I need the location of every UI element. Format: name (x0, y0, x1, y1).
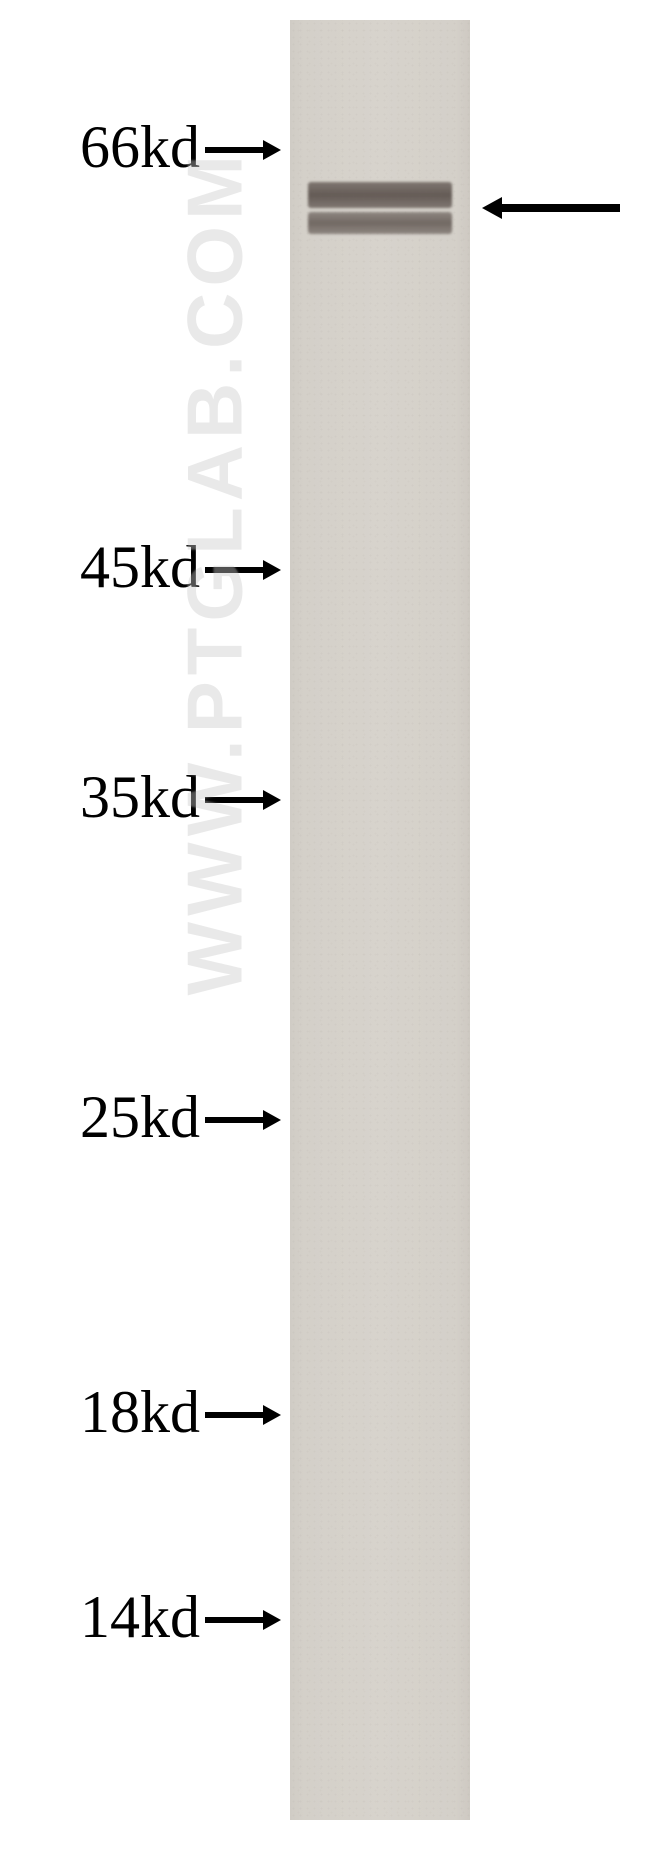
mw-arrow-66kd (205, 147, 265, 153)
mw-arrow-14kd (205, 1617, 265, 1623)
protein-band-lower (308, 212, 452, 234)
band-indicator-arrow (500, 204, 620, 212)
mw-arrow-18kd (205, 1412, 265, 1418)
mw-label-66kd: 66kd (80, 113, 200, 182)
mw-arrow-35kd (205, 797, 265, 803)
mw-label-25kd: 25kd (80, 1083, 200, 1152)
western-blot-figure: 66kd45kd35kd25kd18kd14kd WWW.PTGLAB.COM (0, 0, 650, 1855)
protein-band-upper (308, 182, 452, 208)
mw-arrow-45kd (205, 567, 265, 573)
blot-lane (290, 20, 470, 1820)
mw-label-45kd: 45kd (80, 533, 200, 602)
mw-label-14kd: 14kd (80, 1583, 200, 1652)
mw-arrow-25kd (205, 1117, 265, 1123)
mw-label-35kd: 35kd (80, 763, 200, 832)
mw-label-18kd: 18kd (80, 1378, 200, 1447)
